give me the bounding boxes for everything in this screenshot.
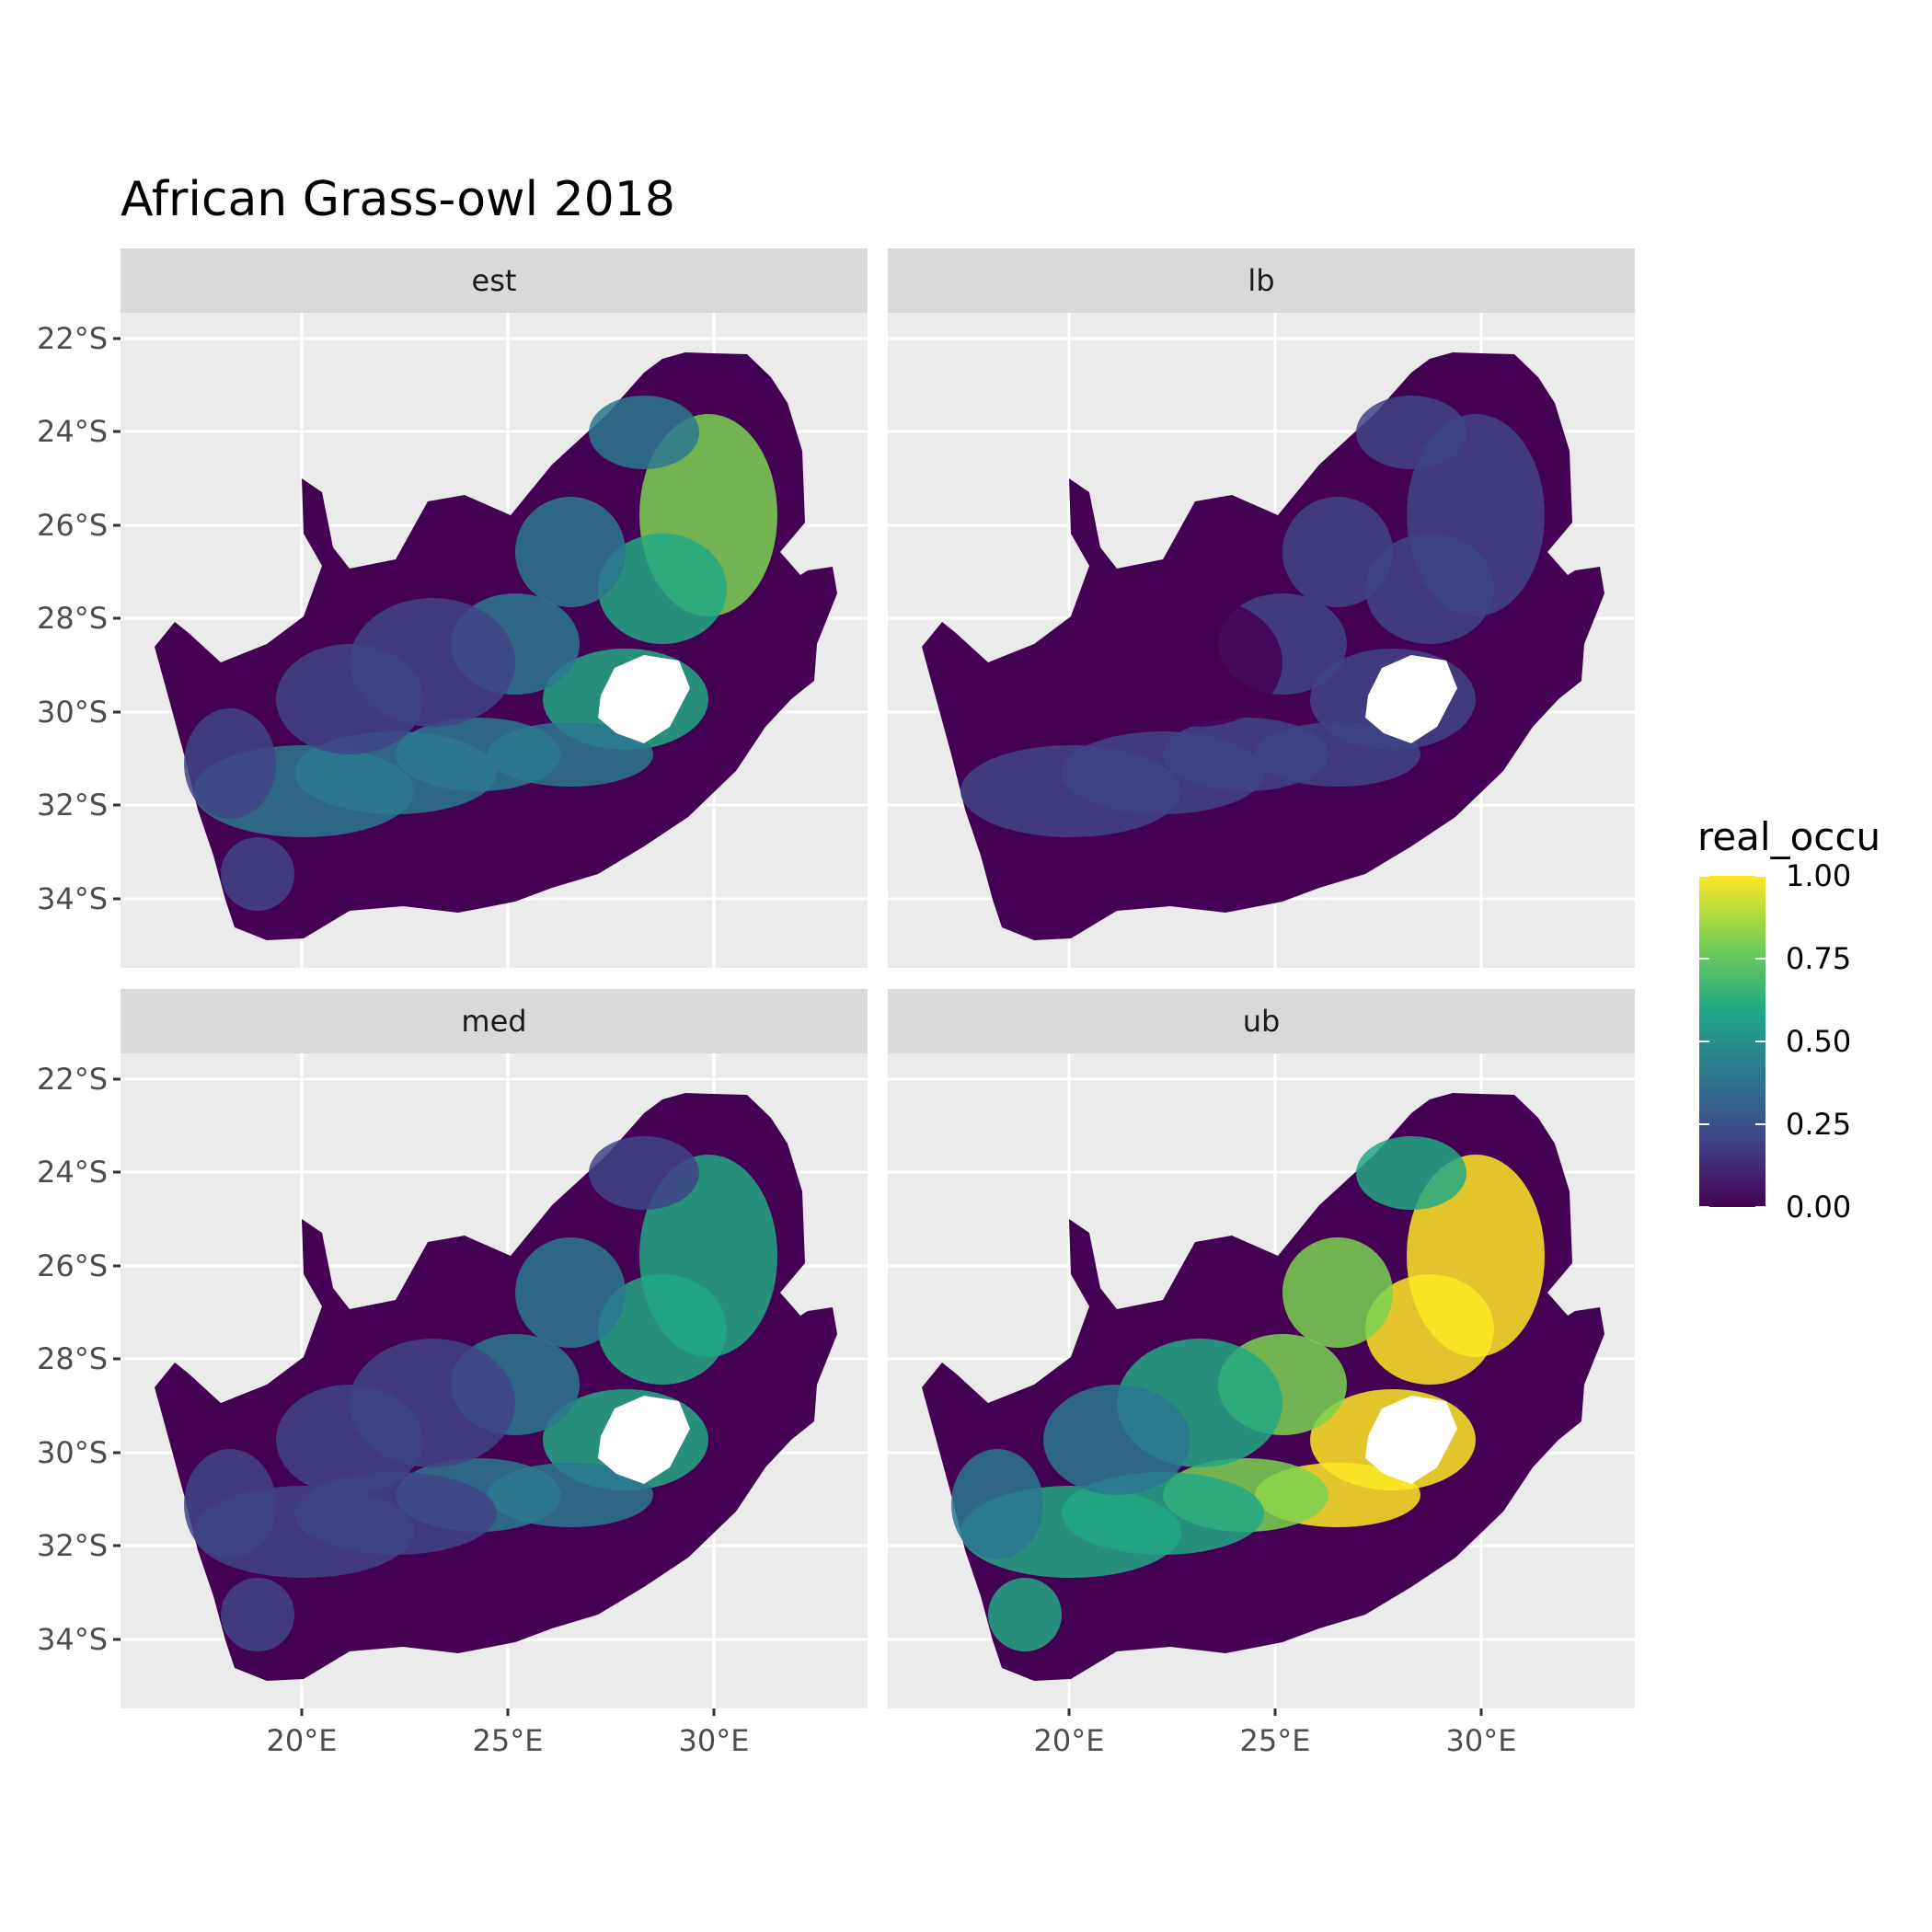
legend-label: 1.00	[1786, 858, 1851, 893]
legend-label: 0.50	[1786, 1024, 1851, 1059]
y-tick-label: 26°S	[37, 508, 108, 543]
occupancy-blob	[1282, 1237, 1393, 1348]
strip-label: med	[461, 1004, 526, 1039]
y-tick-label: 24°S	[37, 414, 108, 449]
x-ticks	[300, 1708, 716, 1716]
x-tick-label: 30°E	[679, 1723, 750, 1758]
legend-ticks	[1699, 875, 1765, 1208]
strip-background	[888, 989, 1635, 1053]
occupancy-blob	[184, 708, 276, 819]
occupancy-blob	[988, 837, 1062, 911]
y-tick-label: 26°S	[37, 1248, 108, 1283]
lesotho-gap	[1365, 655, 1457, 743]
map-layer	[155, 352, 837, 940]
occupancy-blob	[589, 1136, 699, 1210]
y-tick-label: 32°S	[37, 1528, 108, 1563]
strip-label: ub	[1243, 1004, 1281, 1039]
occupancy-hotspots	[184, 396, 777, 911]
occupancy-blob	[221, 837, 294, 911]
map-layer	[922, 352, 1604, 940]
legend-label: 0.25	[1786, 1107, 1851, 1142]
occupancy-blob	[598, 1274, 727, 1385]
legend-label: 0.00	[1786, 1190, 1851, 1225]
x-tick-label: 25°E	[473, 1723, 544, 1758]
occupancy-blob	[988, 1578, 1062, 1651]
panel-est: est 22°S 24°S 26°S 28°S 30°	[37, 248, 868, 968]
y-tick-label: 28°S	[37, 601, 108, 636]
occupancy-blob	[598, 534, 727, 644]
y-ticks	[113, 1077, 121, 1641]
y-tick-label: 30°S	[37, 695, 108, 730]
y-tick-label: 30°S	[37, 1435, 108, 1470]
y-tick-label: 22°S	[37, 1062, 108, 1097]
lesotho-gap	[598, 655, 690, 743]
occupancy-blob	[221, 1578, 294, 1651]
strip-label: est	[472, 263, 517, 298]
plot-title: African Grass-owl 2018	[121, 172, 675, 227]
map-layer	[155, 1093, 837, 1681]
x-tick-label: 25°E	[1240, 1723, 1311, 1758]
lesotho-gap	[598, 1396, 690, 1484]
legend-label: 0.75	[1786, 941, 1851, 976]
y-axis: 22°S 24°S 26°S 28°S 30°S 32°S 34°S	[37, 1062, 121, 1657]
x-axis: 20°E 25°E 30°E	[1034, 1708, 1517, 1758]
occupancy-blob	[960, 745, 1181, 837]
panel-ub: ub 20°E 25°E 30°E	[888, 989, 1635, 1758]
occupancy-blob	[951, 1449, 1043, 1559]
legend: real_occu 1.00 0.75 0.50 0.25 0.00	[1697, 814, 1880, 1225]
occupancy-blob	[184, 1449, 276, 1559]
occupancy-blob	[276, 1385, 423, 1495]
occupancy-blob	[515, 1237, 626, 1348]
x-tick-label: 20°E	[267, 1723, 338, 1758]
strip-background	[888, 248, 1635, 313]
legend-title: real_occu	[1697, 814, 1880, 859]
strip-background	[121, 248, 868, 313]
map-layer	[922, 1093, 1604, 1681]
y-tick-label: 22°S	[37, 321, 108, 356]
y-ticks	[113, 337, 121, 901]
y-tick-label: 28°S	[37, 1341, 108, 1376]
y-tick-label: 34°S	[37, 1622, 108, 1657]
occupancy-blob	[589, 396, 699, 469]
y-tick-label: 34°S	[37, 881, 108, 916]
panel-med: med 22°S 24°S 26°S 28°S 30°	[37, 989, 868, 1758]
strip-label: lb	[1248, 263, 1274, 298]
occupancy-blob	[1356, 396, 1466, 469]
occupancy-blob	[1117, 598, 1282, 727]
occupancy-blob	[1365, 1274, 1494, 1385]
x-tick-label: 20°E	[1034, 1723, 1105, 1758]
legend-colorbar	[1699, 876, 1765, 1207]
y-tick-label: 24°S	[37, 1155, 108, 1190]
occupancy-blob	[276, 644, 423, 754]
occupancy-blob	[1356, 1136, 1466, 1210]
occupancy-blob	[515, 497, 626, 607]
x-tick-label: 30°E	[1446, 1723, 1517, 1758]
strip-background	[121, 989, 868, 1053]
x-axis: 20°E 25°E 30°E	[267, 1708, 750, 1758]
occupancy-hotspots	[184, 1136, 777, 1651]
y-axis: 22°S 24°S 26°S 28°S 30°S 32°S 34°S	[37, 321, 121, 916]
occupancy-blob	[1365, 534, 1494, 644]
x-ticks	[1067, 1708, 1483, 1716]
occupancy-blob	[1043, 1385, 1190, 1495]
lesotho-gap	[1365, 1396, 1457, 1484]
y-tick-label: 32°S	[37, 788, 108, 822]
occupancy-blob	[1282, 497, 1393, 607]
panel-lb: lb	[888, 248, 1635, 968]
